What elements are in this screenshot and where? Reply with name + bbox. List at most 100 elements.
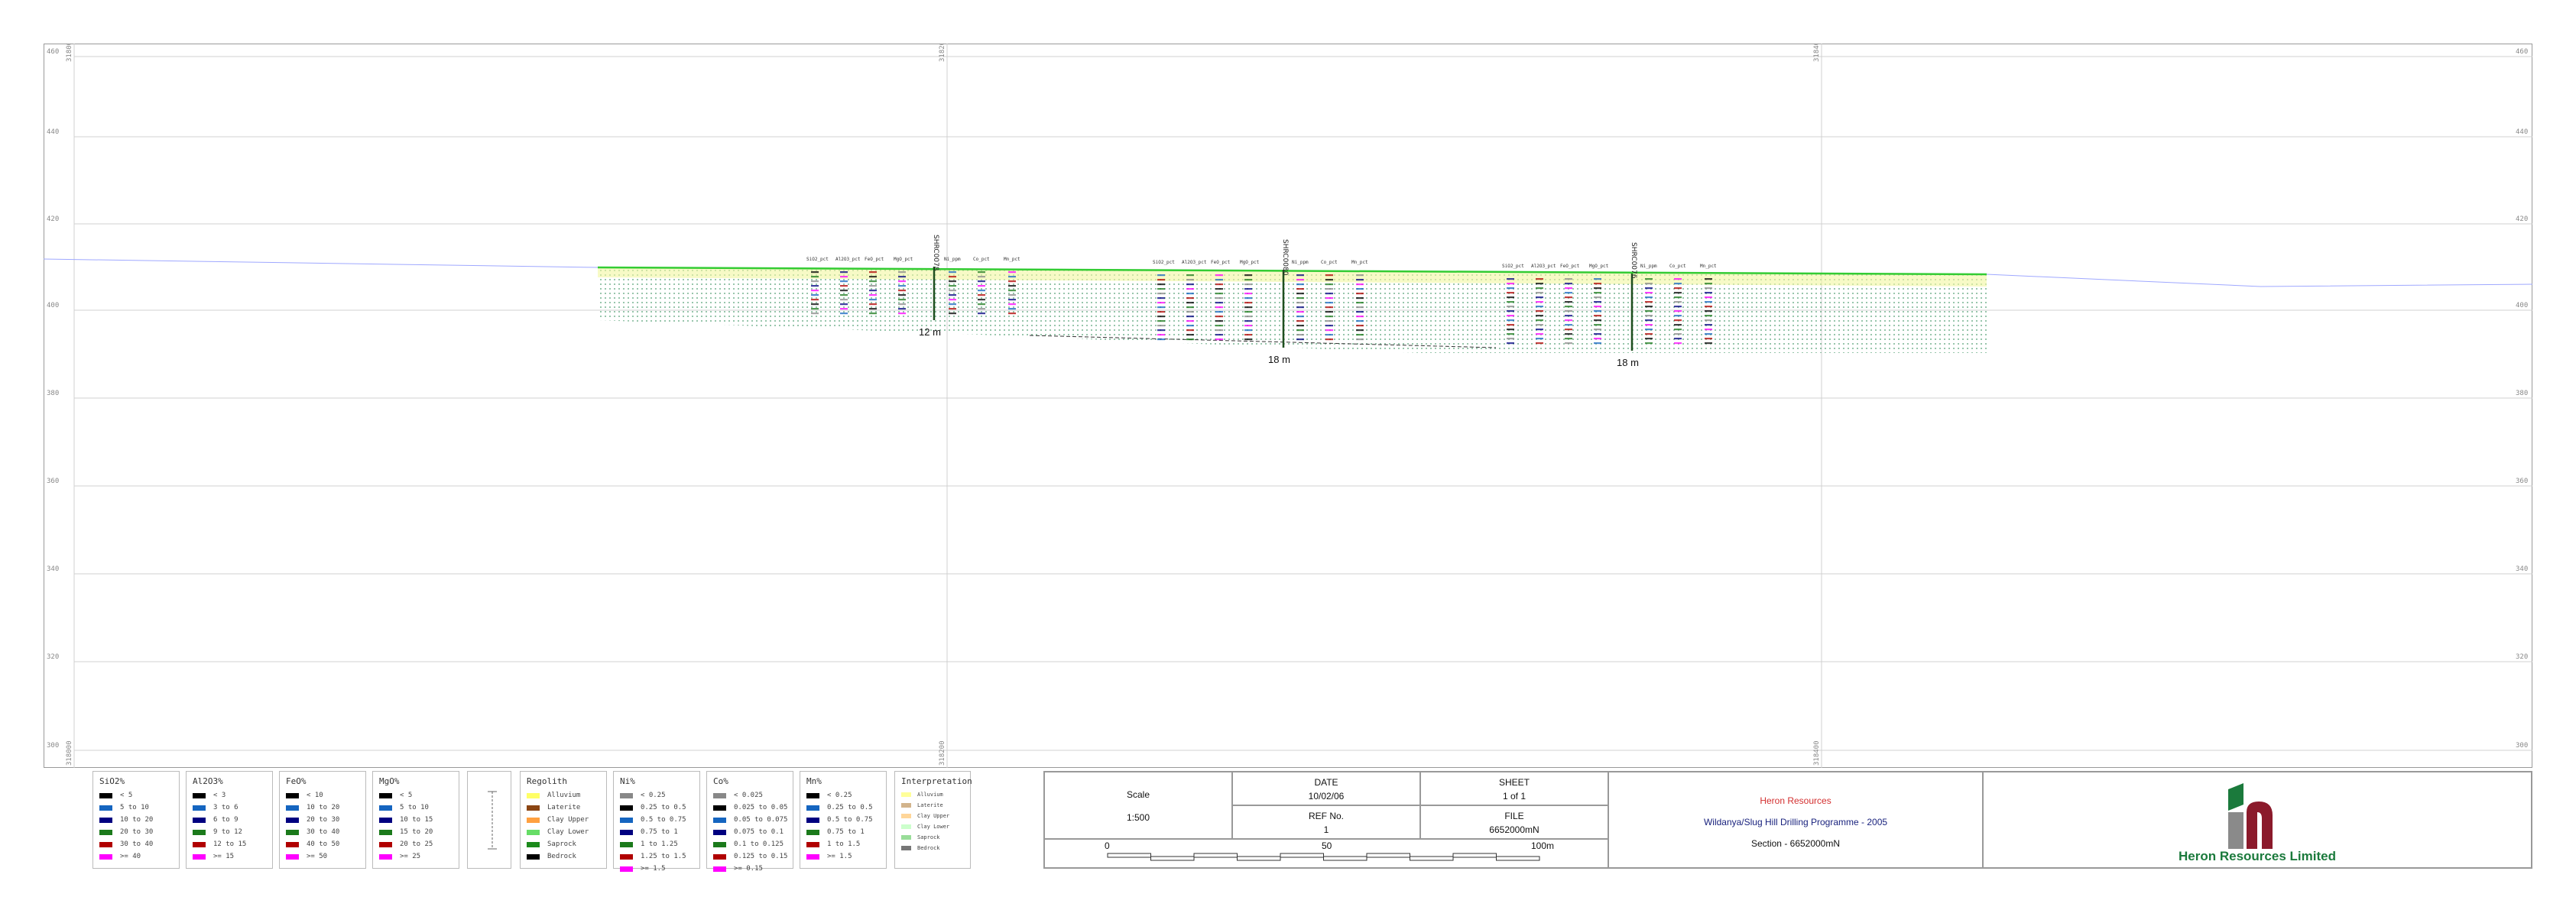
assay-tick [1674,301,1682,303]
legend-item: 10 to 15 [379,814,453,826]
assay-tick [1244,283,1252,286]
legend-label: < 10 [307,792,323,799]
legend-item: 6 to 9 [193,814,266,826]
assay-tick [1645,338,1653,340]
assay-tick [1356,279,1364,281]
legend-item: 1 to 1.5 [806,838,880,850]
assay-tick [1594,278,1601,280]
assay-tick [1565,324,1572,326]
assay-tick [1215,302,1223,304]
legend-swatch [286,841,299,847]
assay-tick [1507,319,1514,322]
assay-column-label: SiO2_pct [806,257,829,262]
assay-tick [1705,310,1712,313]
assay-tick [1594,324,1601,326]
legend-item: Saprock [527,838,600,850]
assay-tick [1536,315,1543,317]
assay-tick [1507,329,1514,331]
assay-tick [978,294,985,296]
legend-swatch [806,853,819,860]
assay-tick [1325,288,1333,290]
legend-title: Mn% [806,776,822,786]
assay-tick [1356,316,1364,318]
assay-column-label: SiO2_pct [1153,260,1175,265]
scale-bar-segment [1193,853,1238,858]
drill-holes: SHRC0078 12 m SiO2_pct Al2O3_pct FeO_pct MgO_… [806,235,1717,368]
legend-swatch [286,817,299,823]
easting-label-top: 318000 [66,44,73,62]
legend-swatch [901,803,911,808]
assay-tick [1215,316,1223,318]
legend-item: 0.025 to 0.05 [713,802,787,814]
assay-tick [811,299,819,301]
legend-swatch [620,792,633,798]
assay-tick [1674,310,1682,313]
assay-column-label: Al2O3_pct [1182,260,1207,265]
assay-tick [1565,296,1572,299]
assay-tick [1356,297,1364,300]
rl-label-right: 340 [2516,565,2528,573]
legend-label: Saprock [547,840,576,848]
assay-tick [1157,283,1165,286]
legend-item: < 0.25 [806,789,880,802]
legend-label: >= 1.5 [641,865,666,873]
assay-tick [1674,278,1682,280]
assay-tick [1645,319,1653,322]
legend-item: 0.125 to 0.15 [713,850,787,863]
assay-tick [1325,297,1333,300]
legend-swatch [901,814,911,818]
assay-tick [1008,280,1016,283]
legend-item: 0.1 to 0.125 [713,838,787,850]
legend-label: Laterite [917,802,943,808]
assay-tick [1157,297,1165,300]
file-cell: FILE 6652000mN [1420,805,1608,839]
assay-tick [1157,288,1165,290]
rl-label-right: 400 [2516,302,2528,309]
rl-label-right: 380 [2516,390,2528,397]
assay-tick [1594,296,1601,299]
assay-tick [898,308,906,310]
al2o3-legend: Al2O3% < 3 3 to 6 6 to 9 9 to 12 12 to 15 >= 1… [186,771,273,869]
co-legend: Co% < 0.025 0.025 to 0.05 0.05 to 0.075 0.07… [706,771,793,873]
assay-tick [1186,338,1194,341]
assay-tick [1244,311,1252,313]
assay-tick [1186,311,1194,313]
company-name: Heron Resources [1760,795,1831,806]
assay-tick [1645,329,1653,331]
assay-tick [1565,283,1572,285]
legend-item: 0.075 to 0.1 [713,826,787,838]
legend-label: 10 to 15 [400,816,433,824]
assay-tick [1705,292,1712,294]
legend-swatch [713,805,726,811]
rl-label-left: 320 [47,653,59,661]
assay-tick [898,294,906,296]
assay-tick [1186,297,1194,300]
legend-swatch [193,817,206,823]
assay-tick [1594,292,1601,294]
legend-label: < 0.025 [734,792,763,799]
assay-tick [898,303,906,306]
assay-tick [1507,315,1514,317]
assay-tick [978,285,985,287]
assay-tick [840,308,848,310]
assay-tick [1215,338,1223,341]
legend-swatch [379,792,392,798]
assay-tick [898,285,906,287]
assay-tick [869,308,877,310]
assay-tick [1594,310,1601,313]
assay-tick [1507,296,1514,299]
assay-tick [811,308,819,310]
assay-tick [1008,303,1016,306]
assay-tick [869,280,877,283]
legend-item: 10 to 20 [286,802,359,814]
ref-cell: REF No. 1 [1232,805,1420,839]
assay-tick [1157,311,1165,313]
assay-column-label: Al2O3_pct [1531,264,1556,269]
legend-swatch [193,792,206,798]
scale-tick-0: 0 [1105,840,1110,851]
legend-item: Clay Upper [527,814,600,826]
legend-label: >= 0.15 [734,865,763,873]
assay-tick [1645,306,1653,308]
legend-item: Clay Upper [901,811,964,821]
assay-tick [1215,306,1223,309]
